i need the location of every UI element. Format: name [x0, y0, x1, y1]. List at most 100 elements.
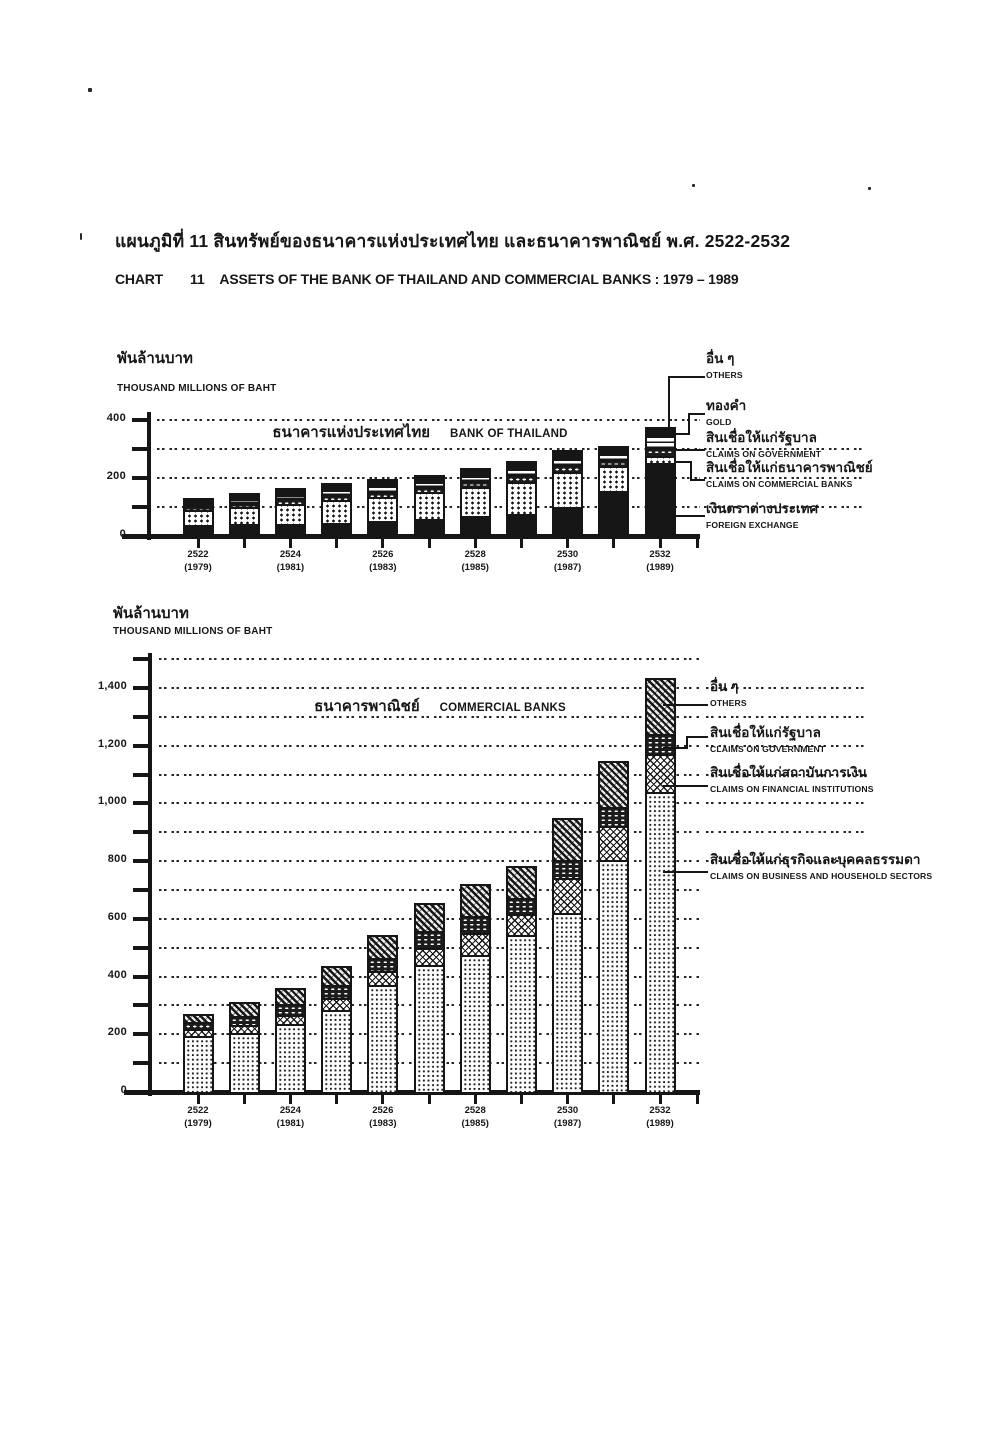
x-axis-tick	[288, 539, 292, 548]
x-tick-year-western: (1981)	[276, 1118, 305, 1129]
segment-gold	[415, 481, 443, 487]
bar-2525	[321, 483, 353, 538]
gridline	[159, 802, 700, 805]
x-axis-tick	[612, 539, 616, 548]
segment-claims-on-government	[415, 931, 443, 948]
segment-gold	[276, 494, 304, 500]
x-tick-year-western: (1981)	[276, 562, 305, 573]
x-tick-year: 2522	[187, 549, 209, 560]
bar-2528	[459, 468, 491, 538]
segment-claims-on-commercial-banks	[369, 496, 397, 522]
x-axis-line	[122, 534, 700, 539]
y-axis-tick	[133, 1003, 148, 1008]
segment-foreign-exchange	[230, 524, 258, 536]
y-axis-tick	[133, 685, 148, 690]
segment-gold	[461, 475, 489, 482]
x-axis-tick	[288, 1095, 292, 1104]
legend-leader-line	[690, 461, 692, 481]
x-axis-tick	[473, 539, 477, 548]
x-axis-tick	[242, 1095, 246, 1104]
scan-speck	[868, 187, 871, 190]
bar-2524	[274, 488, 306, 538]
y-axis-label: 200	[106, 470, 126, 482]
bar-2525	[321, 965, 353, 1094]
bar-2532	[644, 426, 676, 538]
segment-claims-on-government	[184, 506, 212, 510]
legend-label-thai: สินเชื่อให้แก่ธนาคารพาณิชย์	[706, 460, 873, 475]
gridline	[159, 773, 700, 776]
x-tick-year: 2524	[279, 549, 301, 560]
unit-label-english-chart2: THOUSAND MILLIONS OF BAHT	[113, 626, 273, 637]
segment-others	[646, 428, 674, 436]
page-title-english: CHART 11 ASSETS OF THE BANK OF THAILAND AN…	[115, 271, 739, 287]
y-axis-tick	[133, 743, 148, 748]
segment-claims-on-commercial-banks	[554, 472, 582, 507]
y-axis-label: 1,000	[97, 795, 127, 808]
bar-2528	[459, 883, 491, 1094]
x-tick-year: 2528	[464, 549, 486, 560]
x-tick-label-2526: 2526 (1983)	[351, 1104, 415, 1130]
segment-others	[554, 451, 582, 459]
x-tick-year-western: (1983)	[369, 1118, 397, 1129]
legend-label-english: CLAIMS ON BUSINESS AND HOUSEHOLD SECTORS	[710, 871, 933, 881]
x-axis-tick	[696, 1095, 699, 1104]
segment-claims-on-government	[323, 985, 351, 998]
legend-leader-line	[663, 871, 708, 873]
segment-others	[461, 885, 489, 917]
y-axis-tick	[133, 974, 148, 979]
segment-gold	[554, 458, 582, 466]
segment-others	[461, 470, 489, 476]
segment-others	[276, 989, 304, 1004]
segment-claims-on-financial-institutions	[184, 1029, 212, 1036]
bar-2527	[413, 903, 445, 1094]
bar-2522	[182, 497, 214, 538]
segment-claims-on-government	[415, 486, 443, 493]
legend-label-english: CLAIMS ON GOVERNMENT	[710, 744, 826, 754]
segment-gold	[600, 454, 628, 460]
y-axis-label: 400	[106, 412, 126, 424]
gridline-stub	[706, 715, 868, 718]
x-tick-label-2522: 2522 (1979)	[166, 1104, 230, 1130]
legend-leader-line	[676, 449, 705, 451]
x-tick-label-2522: 2522 (1979)	[166, 548, 230, 574]
x-tick-label-2532: 2532 (1989)	[628, 548, 692, 574]
y-axis-tick	[133, 887, 148, 892]
legend-label-english: OTHERS	[706, 370, 743, 380]
x-axis-tick	[427, 539, 431, 548]
legend-label-thai: สินเชื่อให้แก่ธุรกิจและบุคคลธรรมดา	[710, 852, 921, 867]
segment-foreign-exchange	[369, 521, 397, 536]
gridline	[159, 658, 700, 661]
legend-label-english: OTHERS	[710, 698, 747, 708]
legend-leader-line	[663, 785, 708, 787]
x-axis-tick	[566, 1095, 570, 1104]
legend-leader-line	[668, 376, 705, 378]
y-axis-tick	[133, 657, 148, 662]
gridline-stub	[706, 773, 868, 776]
segment-foreign-exchange	[276, 523, 304, 536]
legend-leader-line	[663, 704, 708, 706]
y-axis-tick	[133, 772, 148, 777]
segment-claims-on-government	[507, 898, 535, 915]
segment-claims-on-government	[230, 502, 258, 507]
y-axis-tick	[133, 1032, 148, 1037]
segment-claims-on-government	[369, 491, 397, 497]
segment-others	[646, 680, 674, 735]
x-axis-tick	[381, 1095, 385, 1104]
segment-gold	[230, 498, 258, 503]
y-axis-label: 1,200	[97, 737, 127, 750]
segment-foreign-exchange	[600, 491, 628, 536]
y-axis-tick	[132, 476, 147, 480]
x-tick-year-western: (1983)	[369, 562, 397, 573]
x-tick-year-western: (1985)	[461, 562, 489, 573]
segment-claims-on-government	[276, 499, 304, 505]
x-tick-label-2530: 2530 (1987)	[536, 548, 600, 574]
segment-others	[230, 1003, 258, 1016]
scan-speck	[88, 88, 92, 92]
legend-leader-line	[686, 736, 688, 749]
segment-claims-on-commercial-banks	[600, 466, 628, 492]
segment-claims-on-business-and-household-sectors	[461, 954, 489, 1092]
x-tick-label-2532: 2532 (1989)	[628, 1104, 692, 1130]
segment-claims-on-government	[646, 734, 674, 755]
bar-2529	[505, 866, 537, 1094]
